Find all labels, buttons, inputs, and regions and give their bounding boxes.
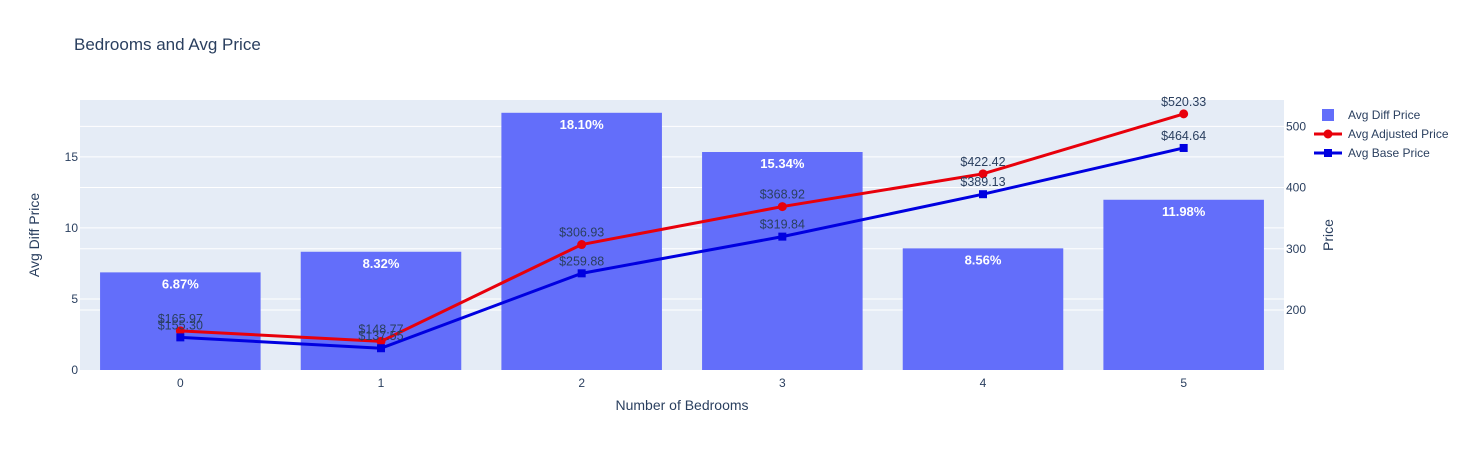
x-tick-label: 1 [378, 376, 385, 390]
point-marker [175, 326, 185, 336]
y2-tick-label: 400 [1286, 181, 1306, 195]
point-marker [1179, 143, 1188, 152]
point-data-label: $368.92 [760, 188, 805, 202]
x-tick-label: 4 [980, 376, 987, 390]
chart-title: Bedrooms and Avg Price [74, 35, 261, 54]
bar-data-label: 15.34% [760, 156, 805, 171]
point-data-label: $389.13 [960, 175, 1005, 189]
legend: Avg Diff Price Avg Adjusted Price Avg Base… [1314, 108, 1449, 160]
point-data-label: $422.42 [960, 155, 1005, 169]
bar [902, 248, 1064, 370]
x-tick-label: 2 [578, 376, 585, 390]
point-marker [979, 190, 987, 199]
point-marker [376, 336, 386, 346]
point-data-label: $259.88 [559, 254, 604, 268]
y2-tick-label: 300 [1286, 242, 1306, 256]
bar-data-label: 8.32% [363, 256, 400, 271]
y-tick-label: 15 [65, 150, 79, 164]
y2-tick-label: 200 [1286, 303, 1306, 317]
point-marker [778, 232, 787, 241]
point-marker [978, 169, 988, 179]
series-line [180, 146, 1185, 350]
legend-label: Avg Adjusted Price [1348, 127, 1449, 141]
point-data-label: $137.55 [358, 329, 403, 343]
point-marker [377, 344, 385, 353]
point-marker [777, 202, 787, 212]
point-marker [577, 240, 587, 250]
legend-marker [1324, 149, 1332, 157]
bar-data-label: 8.56% [965, 252, 1002, 267]
bar [702, 152, 863, 370]
point-data-label: $319.84 [760, 218, 805, 232]
y-tick-label: 10 [65, 221, 79, 235]
y2-tick-label: 500 [1286, 119, 1306, 133]
legend-marker [1323, 129, 1333, 139]
bar [100, 272, 261, 370]
point-data-label: $165.97 [158, 312, 203, 326]
bar-data-label: 11.98% [1162, 204, 1206, 219]
y-tick-label: 5 [71, 292, 78, 306]
point-marker [1179, 109, 1189, 119]
lines-layer [175, 109, 1189, 353]
y2-axis-title: Price [1320, 219, 1336, 251]
y-axis-title: Avg Diff Price [26, 193, 42, 278]
bar-data-label: 6.87% [162, 276, 199, 291]
x-tick-label: 3 [779, 376, 786, 390]
bar-data-label: 18.10% [560, 117, 605, 132]
point-data-label: $464.64 [1161, 129, 1206, 143]
grid-layer [80, 125, 1284, 311]
legend-label: Avg Base Price [1348, 146, 1430, 160]
point-data-label: $306.93 [559, 226, 604, 240]
point-data-label: $155.30 [158, 318, 203, 332]
legend-label: Avg Diff Price [1348, 108, 1421, 122]
point-data-label: $520.33 [1161, 95, 1206, 109]
point-data-label: $148.77 [358, 322, 403, 336]
x-tick-label: 5 [1180, 376, 1187, 390]
legend-swatch [1322, 109, 1334, 121]
series-line [180, 112, 1185, 343]
point-marker [176, 333, 185, 342]
axes-layer: 0 5 10 15 200 300 400 500 0 1 2 3 4 5 [65, 119, 1307, 390]
y-tick-label: 0 [71, 363, 78, 377]
x-axis-title: Number of Bedrooms [615, 397, 748, 413]
data-labels-layer: 6.87% 8.32% 18.10% 15.34% 8.56% 11.98% $165.97… [158, 95, 1207, 343]
bar [1103, 199, 1264, 370]
point-marker [577, 269, 586, 278]
x-tick-label: 0 [177, 376, 184, 390]
